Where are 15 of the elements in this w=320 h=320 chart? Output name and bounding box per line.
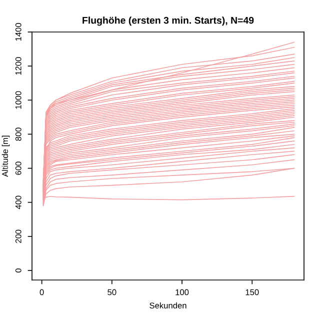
x-tick-label: 100 <box>176 289 189 296</box>
chart-title: Flughöhe (ersten 3 min. Starts), N=49 <box>82 16 254 26</box>
x-tick-label: 0 <box>40 289 44 296</box>
y-tick-label: 1400 <box>15 23 22 41</box>
y-tick-label: 1000 <box>15 91 22 109</box>
y-tick-label: 800 <box>15 128 22 141</box>
y-axis-title: Altitude [m] <box>2 136 10 177</box>
x-tick-label: 50 <box>108 289 116 296</box>
y-tick-label: 200 <box>15 230 22 243</box>
y-tick-label: 600 <box>15 162 22 175</box>
y-tick-label: 1200 <box>15 57 22 75</box>
x-axis-title: Sekunden <box>150 302 186 308</box>
y-tick-label: 400 <box>15 196 22 210</box>
y-tick-label: 0 <box>15 268 22 272</box>
x-tick-label: 150 <box>246 289 259 296</box>
